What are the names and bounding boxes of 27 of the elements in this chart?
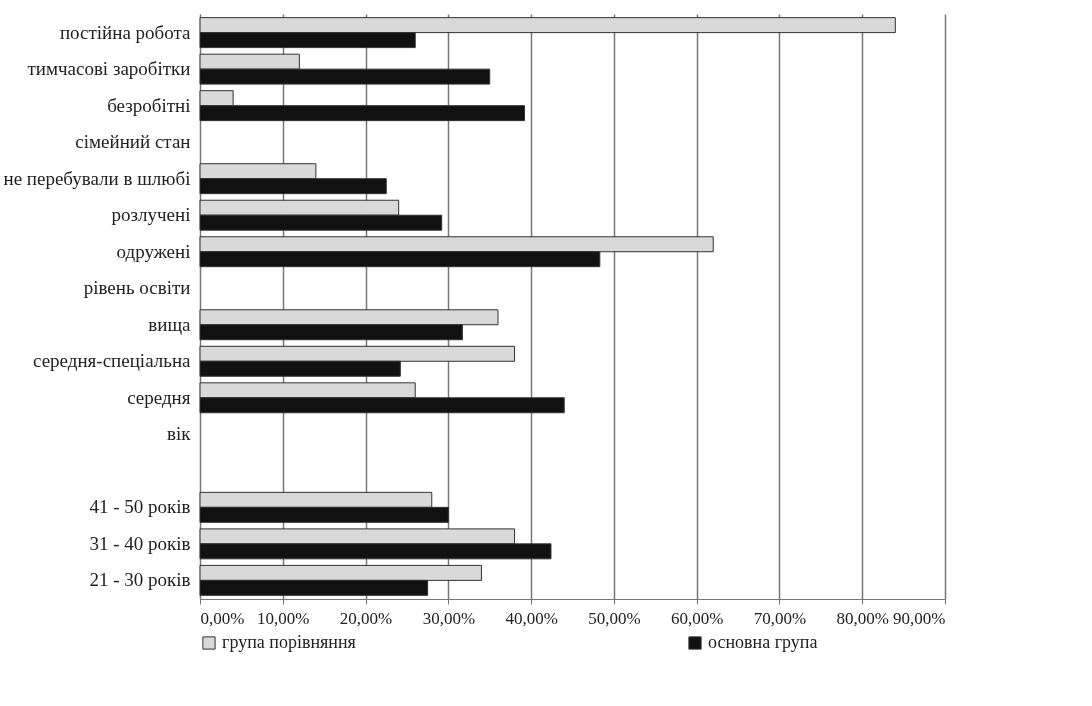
- y-tick-label: 31 - 40 років: [89, 532, 191, 554]
- y-tick-label: середня-спеціальна: [32, 350, 192, 372]
- x-tick-label: 50,00%: [588, 608, 641, 628]
- y-tick-label: вища: [148, 313, 192, 335]
- x-tick-label: 40,00%: [505, 608, 558, 628]
- x-tick-label: 70,00%: [753, 608, 807, 628]
- x-tick-label: 30,00%: [422, 608, 476, 628]
- y-tick-label: сімейний стан: [75, 131, 191, 153]
- y-tick-label: постійна робота: [59, 21, 192, 43]
- y-tick-label: 21 - 30 років: [89, 569, 191, 591]
- y-tick-label: не перебували в шлюбі: [3, 167, 191, 189]
- y-tick-label: одружені: [116, 240, 191, 262]
- x-tick-label: 20,00%: [339, 608, 393, 628]
- legend-label: група порівняння: [222, 632, 356, 652]
- y-tick-label: тимчасові заробітки: [27, 58, 191, 80]
- x-tick-label: 10,00%: [257, 608, 310, 628]
- y-tick-label: вік: [167, 423, 192, 445]
- x-tick-label: 80,00%: [836, 608, 889, 628]
- x-tick-label: 0,00%: [200, 608, 245, 628]
- x-tick-label: 90,00%: [893, 608, 946, 628]
- y-tick-label: безробітні: [107, 94, 191, 116]
- y-tick-label: середня: [127, 386, 191, 408]
- x-tick-label: 60,00%: [670, 608, 724, 628]
- y-tick-label: рівень освіти: [83, 277, 191, 299]
- y-tick-label: 41 - 50 років: [89, 496, 191, 518]
- legend-label: основна група: [708, 632, 818, 652]
- y-tick-label: розлучені: [111, 204, 191, 226]
